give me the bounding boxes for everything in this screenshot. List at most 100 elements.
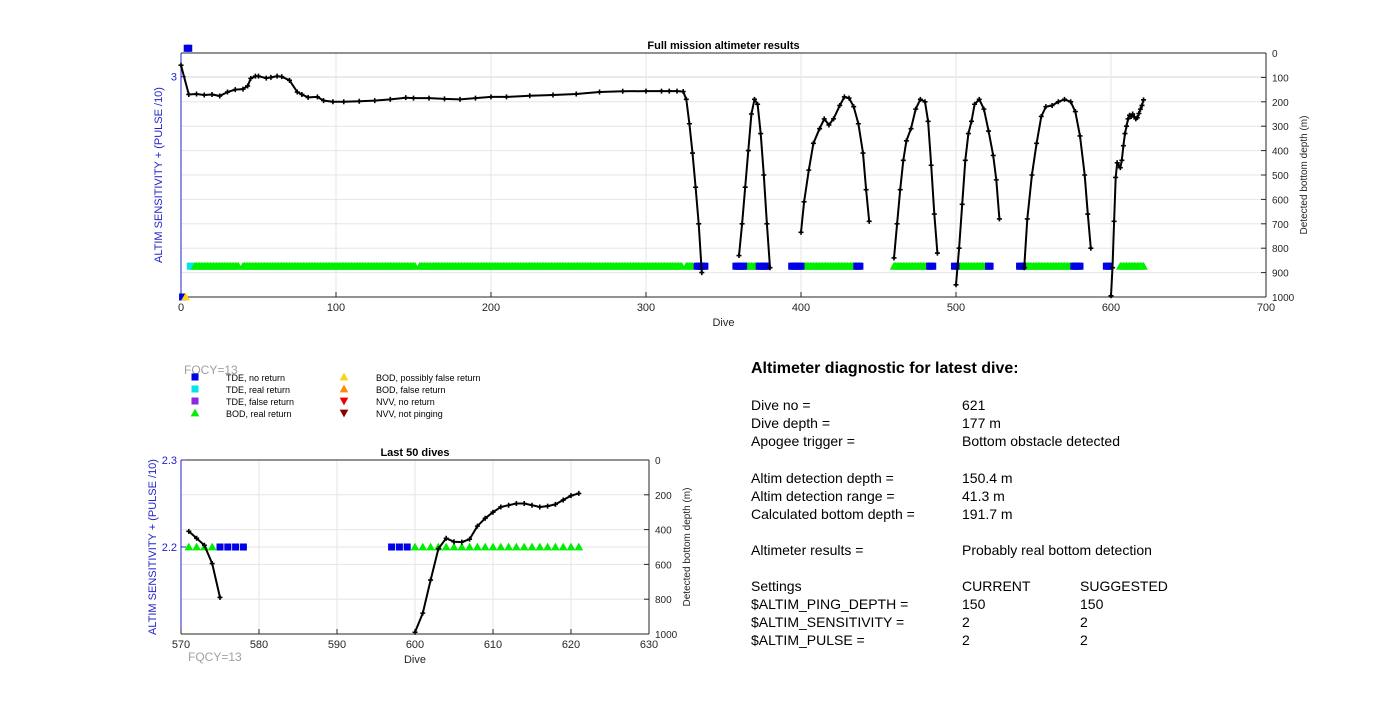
depth-point (810, 140, 816, 146)
depth-point (194, 91, 199, 97)
x-tick-label: 200 (482, 302, 500, 314)
depth-point (178, 62, 184, 68)
x-tick-label: 620 (562, 639, 580, 651)
y-right-tick-label: 0 (655, 456, 661, 467)
depth-point (1062, 96, 1067, 102)
altim-marker (740, 262, 748, 270)
altim-marker (527, 542, 537, 551)
y-left-axis-label: ALTIM SENSITIVITY + (PULSE /10) (153, 87, 165, 263)
depth-point (666, 88, 672, 94)
depth-point (1034, 140, 1040, 146)
depth-point (806, 167, 812, 173)
ping-depth-label: $ALTIM_PING_DEPTH = (751, 596, 909, 612)
depth-point (900, 157, 906, 163)
depth-point (314, 94, 320, 100)
calculated-depth-label: Calculated bottom depth = (751, 506, 915, 522)
depth-line (1023, 98, 1092, 268)
y-right-tick-label: 1000 (655, 630, 678, 641)
legend: TDE, no return TDE, real return TDE, false… (190, 372, 481, 419)
depth-point (545, 503, 551, 509)
depth-point (356, 98, 362, 104)
depth-point (217, 594, 223, 600)
depth-point (426, 95, 432, 101)
depth-point (969, 118, 974, 124)
depth-point (537, 504, 543, 510)
y-right-tick-label: 900 (1272, 269, 1289, 280)
y-right-tick-label: 100 (1272, 73, 1289, 84)
depth-line (738, 96, 771, 268)
depth-point (742, 184, 748, 190)
depth-point (1119, 157, 1125, 163)
depth-point (279, 74, 285, 80)
depth-point (1141, 97, 1147, 103)
altim-marker (410, 542, 420, 551)
legend-marker (339, 409, 349, 418)
depth-point (201, 92, 207, 98)
x-tick-label: 630 (640, 639, 658, 651)
altim-marker (441, 542, 451, 551)
detection-range-value: 41.3 m (962, 488, 1005, 504)
depth-point (1130, 111, 1136, 117)
y-right-tick-label: 700 (1272, 220, 1289, 231)
altim-marker (952, 262, 960, 270)
altim-marker (232, 543, 240, 551)
depth-point (860, 150, 866, 156)
depth-point (996, 216, 1002, 222)
depth-point (959, 201, 965, 207)
depth-point (256, 73, 261, 79)
x-tick-label: 590 (328, 639, 346, 651)
altim-marker (512, 542, 521, 551)
altim-marker (543, 542, 552, 551)
x-tick-label: 600 (1102, 302, 1120, 314)
y-left-tick-label: 2.3 (162, 455, 177, 467)
x-tick-label: 100 (327, 302, 345, 314)
depth-point (976, 96, 982, 102)
depth-point (798, 229, 804, 235)
depth-point (745, 148, 751, 154)
depth-point (1085, 211, 1091, 217)
depth-point (1029, 172, 1035, 178)
depth-point (903, 138, 909, 144)
legend-entry: BOD, false return (339, 384, 446, 395)
depth-point (506, 502, 512, 508)
depth-point (568, 493, 574, 499)
depth-point (1120, 143, 1126, 149)
x-tick-label: 580 (250, 639, 268, 651)
depth-point (412, 629, 418, 635)
altim-marker (449, 542, 459, 551)
y-right-tick-label: 0 (1272, 49, 1278, 60)
legend-label: BOD, real return (226, 409, 292, 419)
depth-point (403, 95, 409, 101)
dive-depth-label: Dive depth = (751, 415, 830, 431)
legend-marker (339, 397, 349, 406)
current-header: CURRENT (962, 578, 1031, 594)
altim-marker (179, 293, 187, 301)
y-right-tick-label: 400 (655, 526, 672, 537)
altim-marker (1076, 262, 1084, 270)
y-right-tick-label: 800 (1272, 244, 1289, 255)
altim-marker (558, 542, 568, 551)
apogee-value: Bottom obstacle detected (962, 433, 1120, 449)
legend-entry: NVV, no return (339, 397, 435, 407)
depth-point (1072, 109, 1078, 115)
depth-point (764, 221, 770, 227)
depth-point (201, 542, 207, 548)
depth-point (917, 96, 923, 102)
depth-point (459, 539, 465, 545)
depth-point (274, 73, 280, 79)
altim-marker (184, 542, 194, 551)
sensitivity-current: 2 (962, 614, 970, 630)
y-right-tick-label: 600 (1272, 195, 1289, 206)
depth-point (451, 539, 457, 545)
depth-point (330, 99, 336, 105)
full-mission-chart: 0 100 200 300 400 500 600 700 3 0 100 200 300 400 500 6… (153, 40, 1310, 377)
depth-point (1077, 133, 1083, 139)
depth-point (263, 75, 269, 81)
depth-point (801, 199, 807, 205)
legend-marker (191, 373, 199, 381)
depth-line (414, 492, 580, 633)
depth-point (1088, 245, 1094, 251)
legend-entry: TDE, no return (191, 373, 285, 383)
depth-point (457, 96, 463, 102)
